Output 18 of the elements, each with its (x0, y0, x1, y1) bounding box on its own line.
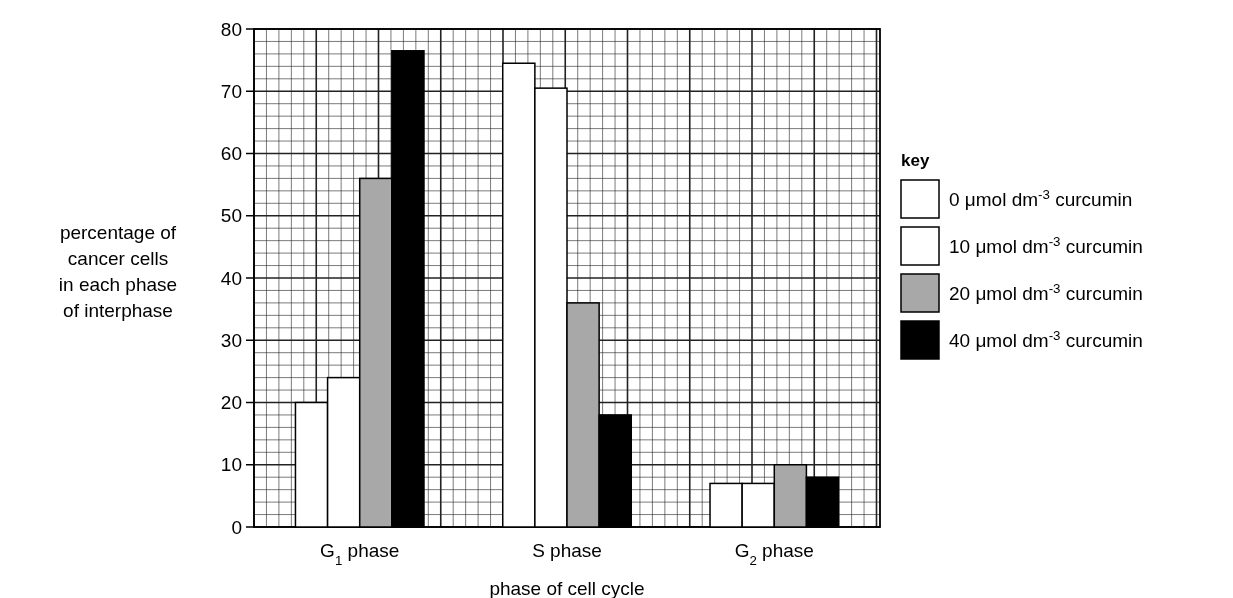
legend-label: 0 μmol dm$^{-3}$ curcumin (949, 186, 1133, 210)
y-tick-label: 50 (220, 205, 242, 227)
y-tick-label: 10 (220, 454, 242, 476)
x-tick-label: G$_{2}$ phase (734, 540, 814, 568)
legend-title: key (901, 151, 930, 170)
y-tick-label: 0 (231, 516, 242, 538)
x-tick-label: S phase (532, 540, 602, 561)
y-tick-label: 70 (220, 80, 242, 102)
x-tick-label: G$_{1}$ phase (320, 540, 400, 568)
legend-label: 40 μmol dm$^{-3}$ curcumin (949, 327, 1143, 351)
y-tick-label: 40 (220, 267, 242, 289)
y-axis-title: percentage of cancer cells in each phase of interphase (58, 222, 178, 321)
legend-label: 20 μmol dm$^{-3}$ curcumin (949, 280, 1143, 304)
legend-label: 10 μmol dm$^{-3}$ curcumin (949, 233, 1143, 257)
y-tick-label: 20 (220, 392, 242, 414)
y-tick-label: 30 (220, 329, 242, 351)
y-tick-label: 60 (220, 143, 242, 165)
y-tick-label: 80 (220, 18, 242, 40)
